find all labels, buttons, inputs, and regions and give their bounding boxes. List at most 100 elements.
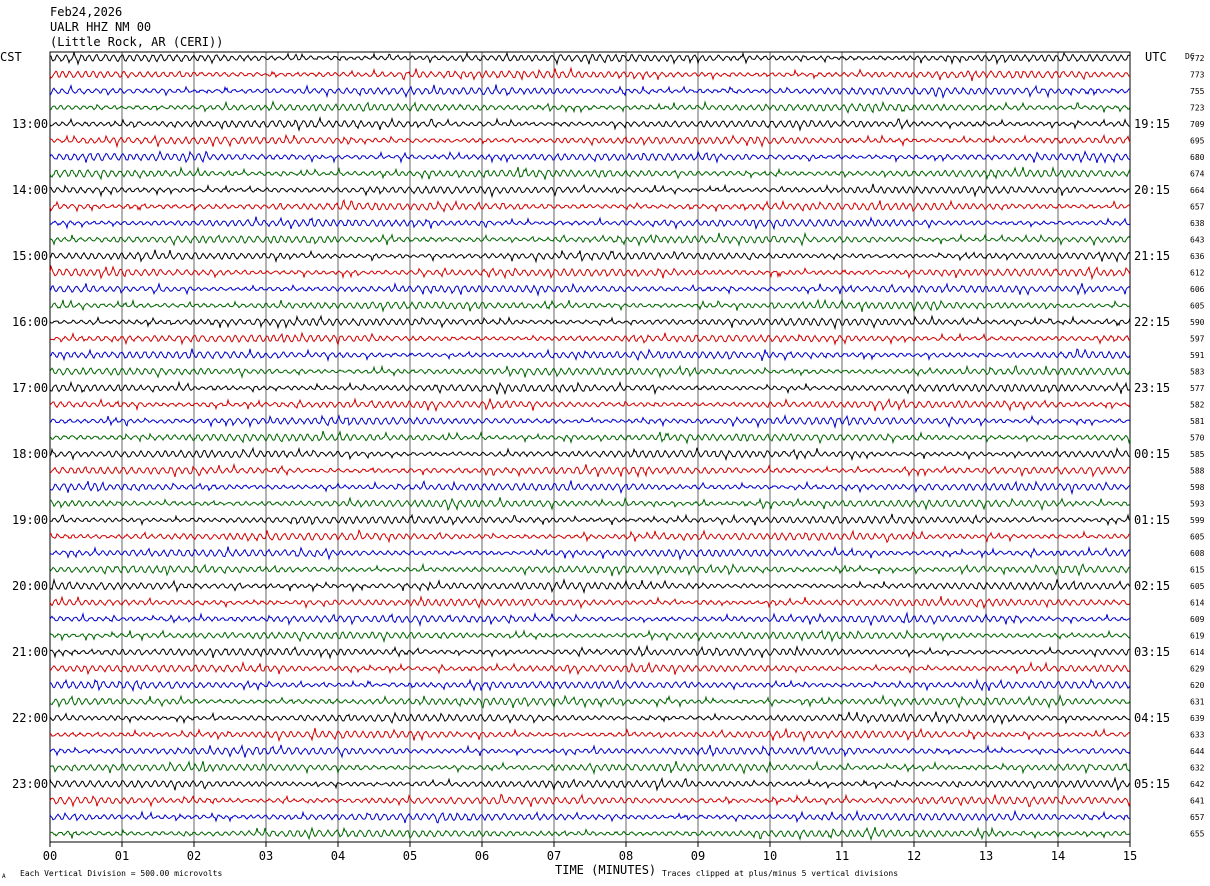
dc-offset-value: 588	[1190, 467, 1205, 476]
seismic-trace	[49, 545, 1131, 561]
utc-hour-label: 19:15	[1134, 117, 1170, 131]
dc-offset-value: 619	[1190, 632, 1205, 641]
dc-offset-value: 641	[1190, 797, 1205, 806]
scale-marker: A	[2, 873, 6, 880]
seismic-trace	[49, 216, 1131, 231]
seismic-trace	[49, 760, 1131, 776]
seismic-trace	[49, 51, 1131, 66]
seismic-trace	[49, 776, 1131, 792]
dc-offset-value: 593	[1190, 500, 1205, 509]
cst-hour-label: 17:00	[12, 381, 48, 395]
seismic-trace	[49, 231, 1131, 247]
x-axis-ticks: 00 01 02 03 04 05 06 07 08 09 10 11 12 13 14 15	[43, 842, 1137, 863]
dc-offset-value: 605	[1190, 582, 1205, 591]
seismic-trace	[49, 331, 1131, 347]
x-tick-label: 02	[187, 849, 201, 863]
utc-hour-label: 01:15	[1134, 513, 1170, 527]
dc-offset-value: 642	[1190, 780, 1205, 789]
cst-hour-label: 18:00	[12, 447, 48, 461]
x-tick-label: 00	[43, 849, 57, 863]
utc-hour-label: 22:15	[1134, 315, 1170, 329]
dc-offset-value: 599	[1190, 516, 1205, 525]
dc-offset-value: 772	[1190, 54, 1205, 63]
dc-offset-column: 772 773 755 723 709 695 680 674 664 657 638 643 636 6…	[1190, 54, 1205, 839]
dc-offset-value: 614	[1190, 648, 1205, 657]
dc-offset-value: 664	[1190, 186, 1205, 195]
seismic-trace	[49, 660, 1131, 676]
seismic-trace	[49, 578, 1131, 595]
x-tick-label: 09	[691, 849, 705, 863]
seismic-trace	[49, 496, 1131, 512]
seismic-trace	[49, 743, 1131, 759]
dc-offset-value: 638	[1190, 219, 1205, 228]
dc-offset-value: 695	[1190, 137, 1205, 146]
dc-offset-value: 590	[1190, 318, 1205, 327]
seismic-trace	[49, 678, 1131, 693]
x-tick-label: 07	[547, 849, 561, 863]
dc-offset-value: 605	[1190, 302, 1205, 311]
minute-grid	[49, 51, 1131, 843]
header-date: Feb24,2026	[50, 5, 122, 19]
seismic-trace	[49, 66, 1131, 82]
dc-offset-value: 632	[1190, 764, 1205, 773]
dc-offset-value: 644	[1190, 747, 1205, 756]
scale-note: Each Vertical Division = 500.00 microvol…	[20, 869, 222, 878]
header-location: (Little Rock, AR (CERI))	[50, 35, 223, 49]
seismic-trace	[49, 528, 1131, 544]
utc-hour-label: 23:15	[1134, 381, 1170, 395]
cst-hour-label: 21:00	[12, 645, 48, 659]
x-tick-label: 10	[763, 849, 777, 863]
cst-hour-label: 22:00	[12, 711, 48, 725]
x-tick-label: 12	[907, 849, 921, 863]
dc-offset-value: 585	[1190, 450, 1205, 459]
x-tick-label: 01	[115, 849, 129, 863]
dc-offset-value: 674	[1190, 170, 1205, 179]
utc-hour-label: 20:15	[1134, 183, 1170, 197]
dc-offset-value: 629	[1190, 665, 1205, 674]
dc-offset-value: 608	[1190, 549, 1205, 558]
dc-offset-value: 633	[1190, 731, 1205, 740]
seismic-trace	[49, 83, 1131, 99]
dc-offset-value: 639	[1190, 714, 1205, 723]
seismic-trace	[49, 446, 1131, 462]
dc-offset-value: 597	[1190, 335, 1205, 344]
cst-hour-label: 20:00	[12, 579, 48, 593]
header-station: UALR HHZ NM 00	[50, 20, 151, 34]
x-tick-label: 06	[475, 849, 489, 863]
seismic-trace	[49, 693, 1131, 710]
dc-offset-value: 755	[1190, 87, 1205, 96]
seismic-trace	[49, 364, 1131, 379]
utc-hour-label: 03:15	[1134, 645, 1170, 659]
utc-hour-label: 04:15	[1134, 711, 1170, 725]
seismic-trace	[49, 314, 1131, 331]
seismic-trace	[49, 183, 1131, 199]
x-axis-title: TIME (MINUTES)	[555, 863, 656, 877]
dc-offset-value: 606	[1190, 285, 1205, 294]
seismic-trace	[49, 397, 1131, 413]
clip-note: Traces clipped at plus/minus 5 vertical …	[662, 869, 898, 878]
dc-offset-value: 591	[1190, 351, 1205, 360]
seismic-trace	[49, 150, 1131, 165]
utc-hour-labels: 19:15 20:15 21:15 22:15 23:15 00:15 01:15 02:15…	[1134, 117, 1170, 791]
seismic-trace	[49, 629, 1131, 644]
dc-offset-value: 773	[1190, 71, 1205, 80]
cst-hour-label: 13:00	[12, 117, 48, 131]
seismic-trace	[49, 727, 1131, 743]
cst-hour-labels: 13:00 14:00 15:00 16:00 17:00 18:00 19:00 20:00…	[12, 117, 48, 791]
seismic-trace	[49, 462, 1131, 479]
seismic-trace	[49, 380, 1131, 396]
seismic-trace	[49, 264, 1131, 281]
dc-offset-value: 609	[1190, 615, 1205, 624]
dc-offset-value: 582	[1190, 401, 1205, 410]
cst-hour-label: 14:00	[12, 183, 48, 197]
seismic-trace	[49, 249, 1131, 264]
seismic-trace	[49, 282, 1131, 297]
seismic-trace	[49, 480, 1131, 496]
dc-offset-value: 615	[1190, 566, 1205, 575]
dc-offset-value: 581	[1190, 417, 1205, 426]
seismic-trace	[49, 562, 1131, 577]
dc-offset-value: 583	[1190, 368, 1205, 377]
cst-hour-label: 15:00	[12, 249, 48, 263]
seismic-trace	[49, 116, 1131, 132]
